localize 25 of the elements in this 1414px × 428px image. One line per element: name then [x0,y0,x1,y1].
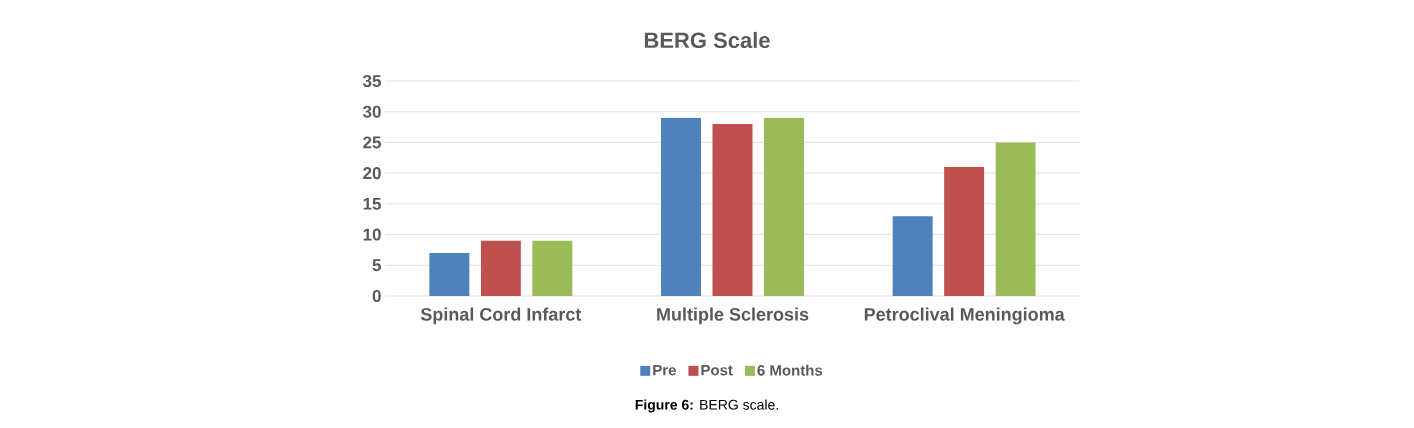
y-tick-label: 25 [363,136,382,149]
bar [995,142,1036,296]
bar [892,216,933,296]
x-tick-label: Spinal Cord Infarct [420,307,582,325]
x-tick-label: Multiple Sclerosis [657,307,809,325]
chart-title: BERG Scale [644,31,770,49]
x-tick-label: Petroclival Meningioma [864,307,1065,325]
text: Figure 6: BERG scale. [635,399,778,413]
y-tick-label: 30 [362,105,381,118]
legend-label: 6 Months [757,364,823,376]
y-tick-label: 0 [372,289,381,303]
bar [944,166,985,296]
legend-label: Pre [653,364,676,376]
y-tick-label: 35 [362,74,382,88]
bar [532,240,573,296]
y-tick-label: 20 [363,167,381,180]
y-tick-label: 5 [372,259,382,272]
bar [661,117,702,296]
bar [712,123,753,296]
bar [429,252,470,296]
bar [480,240,521,296]
y-tick-label: 10 [363,228,381,241]
y-tick-label: 15 [363,197,382,210]
legend-label: Post [701,364,733,376]
bar [764,117,804,296]
